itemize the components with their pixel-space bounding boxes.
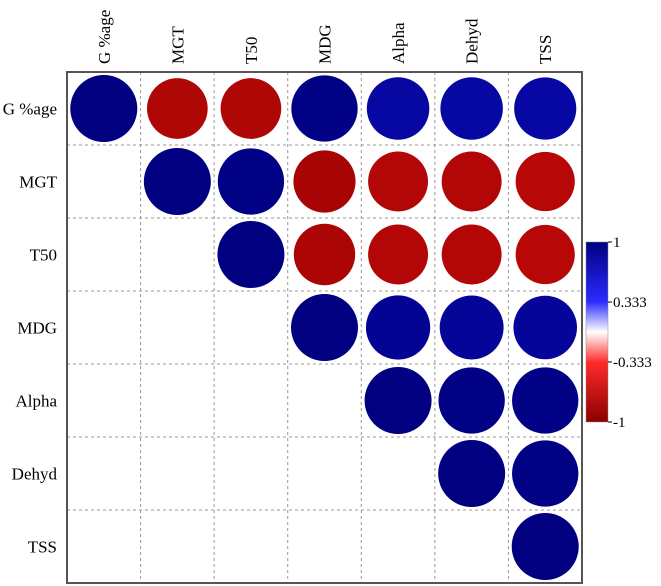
corr-circle-g-age-mgt xyxy=(147,78,208,139)
colorbar-tick-label: -1 xyxy=(613,415,626,431)
row-label-dehyd: Dehyd xyxy=(12,465,58,484)
corr-circle-t50-tss xyxy=(515,224,575,285)
corr-circle-t50-dehyd xyxy=(441,224,502,285)
grid-lines xyxy=(67,72,582,583)
corr-circle-t50-alpha xyxy=(368,224,429,285)
corr-circle-tss-tss xyxy=(511,513,579,580)
corr-circle-g-age-tss xyxy=(514,77,577,140)
column-labels: G %age MGT T50 MDG Alpha Dehyd TSS xyxy=(95,10,555,64)
corr-circle-g-age-dehyd xyxy=(440,77,503,140)
corr-circle-mgt-tss xyxy=(515,151,575,212)
corr-circle-dehyd-dehyd xyxy=(438,440,506,507)
corr-circle-mgt-mdg xyxy=(293,150,356,213)
col-label-mdg: MDG xyxy=(316,24,335,64)
row-label-mgt: MGT xyxy=(19,173,57,192)
col-label-tss: TSS xyxy=(536,35,555,64)
row-label-mdg: MDG xyxy=(17,319,57,338)
colorbar-tick-label: 0.333 xyxy=(613,295,647,311)
colorbar-tick-label: 1 xyxy=(613,235,621,251)
corr-circle-alpha-tss xyxy=(512,367,579,434)
corr-circle-mgt-t50 xyxy=(217,148,285,215)
row-label-tss: TSS xyxy=(28,538,57,557)
corr-circle-alpha-alpha xyxy=(364,367,432,434)
corr-circle-mgt-alpha xyxy=(368,151,429,212)
corr-circle-alpha-dehyd xyxy=(438,367,505,434)
col-label-g-age: G %age xyxy=(95,10,114,64)
corr-circle-g-age-g-age xyxy=(70,75,138,142)
row-labels: G %age MGT T50 MDG Alpha Dehyd TSS xyxy=(3,100,58,557)
row-label-g-age: G %age xyxy=(3,100,57,119)
corr-circle-mdg-tss xyxy=(513,295,577,360)
corr-circle-g-age-alpha xyxy=(366,77,430,140)
corr-circle-dehyd-tss xyxy=(512,440,579,507)
corr-circle-mdg-mdg xyxy=(291,294,358,361)
colorbar-ticks: 1 0.333 -0.333 -1 xyxy=(608,235,652,431)
row-label-alpha: Alpha xyxy=(15,392,57,411)
colorbar-tick-label: -0.333 xyxy=(613,355,652,371)
plot-border xyxy=(66,71,583,584)
corr-circle-mdg-dehyd xyxy=(439,295,504,360)
corr-circle-mdg-alpha xyxy=(365,295,431,360)
col-label-mgt: MGT xyxy=(168,26,187,64)
corr-circle-mgt-mgt xyxy=(143,148,211,215)
corr-circle-g-age-mdg xyxy=(291,75,358,142)
corr-circle-t50-t50 xyxy=(217,221,285,288)
colorbar-gradient xyxy=(585,241,609,423)
col-label-alpha: Alpha xyxy=(389,22,408,64)
corr-circle-t50-mdg xyxy=(293,223,356,286)
colorbar: 1 0.333 -0.333 -1 xyxy=(585,235,652,431)
correlation-circles xyxy=(70,75,579,580)
corr-circle-mgt-dehyd xyxy=(441,151,502,212)
col-label-dehyd: Dehyd xyxy=(463,18,482,64)
corr-circle-g-age-t50 xyxy=(220,78,282,139)
col-label-t50: T50 xyxy=(242,37,261,64)
row-label-t50: T50 xyxy=(30,246,57,265)
